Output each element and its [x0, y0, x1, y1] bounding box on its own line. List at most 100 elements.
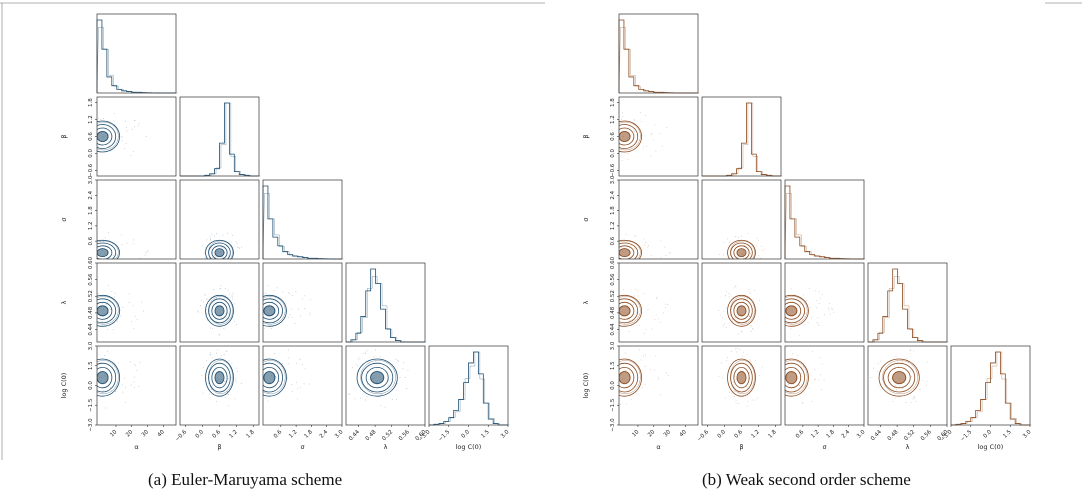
density-marks [785, 350, 825, 404]
ytick-label: 1.5 [610, 361, 616, 370]
contour-level-4 [727, 294, 756, 327]
ytick-label: 0.52 [88, 290, 94, 302]
ytick-label: 3.0 [88, 341, 94, 350]
contour-level-2 [887, 366, 911, 389]
density-marks [718, 232, 765, 259]
density-core [785, 371, 798, 385]
hist-step-lambda [868, 268, 947, 343]
panel-frame [618, 96, 699, 177]
contour-level-3 [730, 242, 753, 259]
panel-frame [96, 13, 177, 94]
hist-step-sigma [262, 185, 342, 260]
panel-frame [179, 179, 260, 260]
xtick-label: −3.0 [418, 429, 432, 443]
contour-level-3 [619, 362, 639, 393]
density-lambda-vs-sigma-panel-b [784, 262, 865, 343]
panel-frame [784, 345, 865, 426]
contour-chain2 [619, 121, 641, 151]
panel-frame [262, 262, 343, 343]
density-log-c0-vs-beta-panel-b: −0.6 0.0 0.6 1.2 1.8 β [696, 345, 782, 451]
density-core [97, 131, 109, 142]
xtick-label: 0.0 [717, 429, 728, 440]
ytick-label: 0.6 [88, 236, 94, 245]
contour-level-4 [97, 239, 120, 259]
density-marks [785, 287, 835, 337]
ytick-label: 3.0 [88, 175, 94, 184]
xtick-label: 10 [631, 429, 641, 439]
contour-level-3 [883, 362, 916, 393]
contour-level-3 [97, 362, 117, 393]
xtick-label: 40 [679, 429, 689, 439]
density-log-c0-vs-sigma-panel-a: 0.6 1.2 1.8 2.4 3.0 σ [262, 345, 345, 451]
xtick-label: 0.44 [348, 429, 361, 442]
ytick-label: 1.2 [88, 115, 94, 124]
ytick-label: 3.0 [610, 175, 616, 184]
contour-level-3 [263, 362, 283, 393]
xtick-label: 1.8 [825, 429, 836, 440]
contour-level-3 [785, 298, 805, 324]
xtick-label: 0.6 [273, 429, 284, 440]
xtick-label: −3.0 [940, 429, 954, 443]
hist-step-chain2-sigma [262, 193, 344, 260]
contour-level-4 [263, 294, 287, 327]
ylabel-lambda: λ [582, 300, 590, 304]
ytick-label: 2.4 [88, 190, 94, 199]
density-sigma-vs-beta-panel-a [179, 179, 260, 260]
xlabel-beta: β [217, 443, 221, 451]
contour-chain2 [208, 360, 233, 395]
corner-plot-weak-second-order: −0.60.00.61.21.8β0.61.21.82.43.0σ0.440.4… [582, 13, 1033, 451]
contour-level-3 [619, 298, 639, 324]
ytick-label: 1.8 [88, 98, 94, 107]
xtick-label: −0.6 [174, 429, 188, 443]
contour-level-4 [263, 358, 287, 397]
ytick-label: −3.0 [610, 418, 616, 432]
xtick-label: 0.44 [870, 429, 883, 442]
contour-level-4 [356, 358, 398, 397]
ytick-label: −0.6 [88, 163, 94, 177]
contour-level-2 [97, 367, 113, 389]
xtick-label: 0.52 [381, 429, 394, 442]
xtick-label: −0.6 [696, 429, 710, 443]
contour-chain2 [97, 360, 119, 395]
contour-level-1 [785, 305, 798, 317]
panel-frame [867, 262, 948, 343]
ytick-label: 0.44 [610, 323, 616, 336]
xtick-label: 2.4 [319, 429, 330, 440]
density-marks [619, 111, 668, 162]
ytick-label: 0.60 [88, 256, 94, 269]
xtick-label: 1.5 [1002, 429, 1013, 440]
ylabel-beta: β [60, 134, 68, 138]
density-beta-vs-alpha-panel-a: −0.6 0.0 0.6 1.2 1.8 β [60, 96, 177, 177]
panel-frame [179, 345, 260, 426]
panel-frame [345, 262, 426, 343]
xtick-label: 1.2 [810, 429, 820, 439]
panel-frame [618, 13, 699, 94]
hist-step-chain2-lambda [346, 276, 427, 343]
xtick-label: 0.56 [398, 429, 411, 442]
panel-frame [96, 179, 177, 260]
panel-frame [867, 345, 948, 426]
density-core [214, 248, 225, 258]
panel-frame [618, 262, 699, 343]
density-log-c0-vs-lambda-panel-b: 0.44 0.48 0.52 0.56 0.60λ [867, 345, 950, 451]
density-marks [97, 232, 149, 259]
hist-step-log-c0 [951, 351, 1030, 426]
ytick-label: −0.6 [610, 163, 616, 177]
contour-chain2 [263, 360, 286, 395]
ytick-label: 0.0 [610, 381, 616, 390]
xtick-label: 0.6 [212, 429, 223, 440]
density-core [785, 305, 798, 317]
ytick-label: 0.48 [610, 306, 616, 319]
contour-level-3 [785, 362, 805, 393]
contour-level-3 [730, 298, 753, 324]
panel-frame [784, 262, 865, 343]
density-core [892, 371, 907, 385]
contour-chain2 [97, 296, 119, 325]
hist-sigma-panel-a [262, 179, 344, 260]
density-log-c0-vs-sigma-panel-b: 0.6 1.2 1.8 2.4 3.0 σ [784, 345, 867, 451]
xlabel-alpha: α [134, 443, 138, 451]
density-marks [619, 349, 669, 405]
density-core [214, 371, 225, 385]
density-sigma-vs-beta-panel-b [701, 179, 782, 260]
density-lambda-vs-beta-panel-b [701, 262, 782, 343]
